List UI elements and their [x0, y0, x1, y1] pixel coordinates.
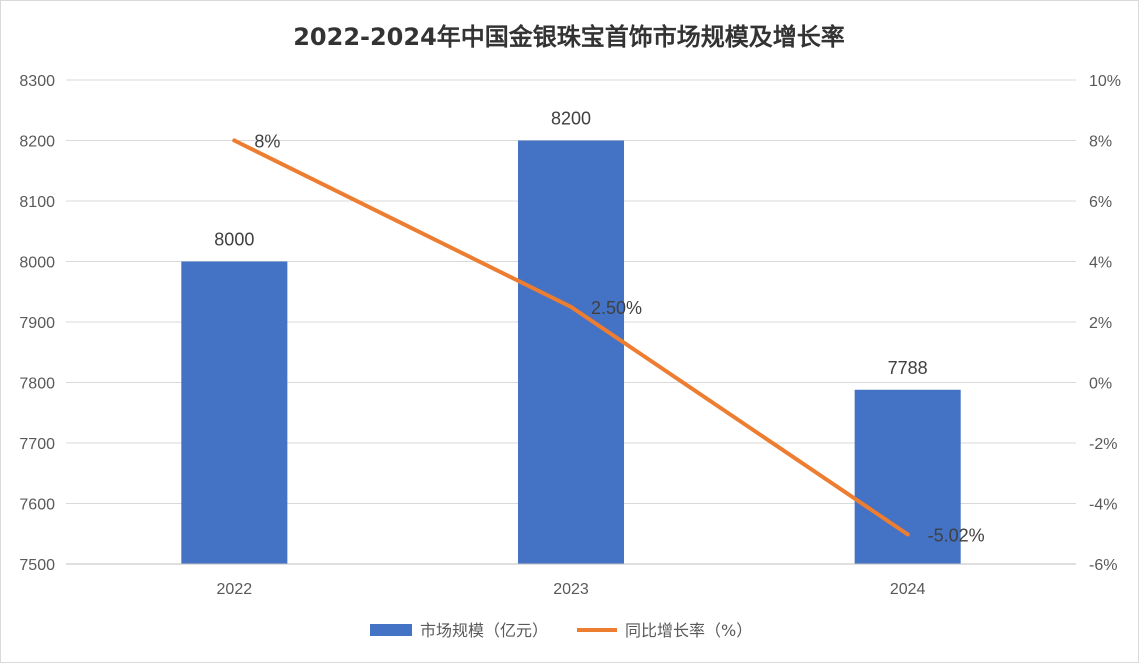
left-axis-tick-label: 7800 [19, 376, 55, 393]
bar [181, 261, 288, 564]
x-axis: 2022 2023 2024 [66, 563, 1076, 598]
line-point [232, 138, 237, 143]
right-axis-tick-label: 10% [1089, 73, 1121, 90]
x-axis-tick-label: 2023 [553, 581, 589, 598]
chart-title: 2022-2024年中国金银珠宝首饰市场规模及增长率 [293, 23, 845, 51]
left-axis-tick-label: 7500 [19, 557, 55, 574]
legend-line-label: 同比增长率（%） [625, 621, 752, 640]
right-axis-tick-label: -2% [1089, 436, 1117, 453]
line-series [232, 138, 910, 537]
right-axis-tick-label: 4% [1089, 255, 1112, 272]
right-axis-tick-label: 6% [1089, 194, 1112, 211]
legend-bar-label: 市场规模（亿元） [420, 621, 548, 640]
left-axis-tick-label: 8000 [19, 255, 55, 272]
right-axis-tick-label: 8% [1089, 134, 1112, 151]
x-axis-tick-label: 2022 [217, 581, 253, 598]
right-axis-tick-label: -6% [1089, 557, 1117, 574]
data-labels: 8000 8200 7788 8% 2.50% -5.02% [214, 109, 984, 546]
x-axis-tick-label: 2024 [890, 581, 926, 598]
right-axis-tick-label: 2% [1089, 315, 1112, 332]
bar-data-label: 7788 [888, 358, 928, 378]
line-point [569, 304, 573, 309]
left-axis-tick-label: 7700 [19, 436, 55, 453]
line-data-label: -5.02% [928, 525, 985, 545]
left-axis-tick-label: 8300 [19, 73, 55, 90]
left-axis-tick-label: 8100 [19, 194, 55, 211]
line-point [905, 532, 910, 537]
bar-data-label: 8000 [214, 230, 254, 250]
legend: 市场规模（亿元） 同比增长率（%） [370, 621, 752, 640]
left-axis-tick-label: 7600 [19, 497, 55, 514]
right-axis-tick-label: -4% [1089, 497, 1117, 514]
bar-series [181, 140, 961, 564]
line-data-label: 8% [254, 132, 280, 152]
legend-bar-swatch [370, 624, 412, 636]
line-data-label: 2.50% [591, 298, 642, 318]
left-axis: 7500 7600 7700 7800 7900 8000 8100 8200 8300 [19, 73, 55, 574]
bar-data-label: 8200 [551, 109, 591, 129]
right-axis-tick-label: 0% [1089, 376, 1112, 393]
left-axis-tick-label: 8200 [19, 134, 55, 151]
right-axis: -6% -4% -2% 0% 2% 4% 6% 8% 10% [1089, 73, 1121, 574]
left-axis-tick-label: 7900 [19, 315, 55, 332]
bar [517, 140, 625, 564]
